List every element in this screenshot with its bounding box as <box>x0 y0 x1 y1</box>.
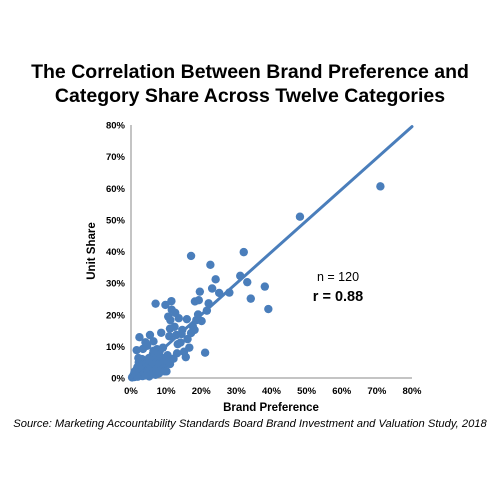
data-point <box>157 328 166 337</box>
x-tick-label: 60% <box>332 386 352 397</box>
data-point <box>243 277 252 287</box>
chart-axes <box>130 125 412 379</box>
chart-title-line-1: The Correlation Between Brand Preference… <box>31 61 469 83</box>
y-tick-label: 40% <box>106 247 126 258</box>
data-point <box>149 337 158 346</box>
x-tick-label: 30% <box>227 386 247 397</box>
y-tick-label: 0% <box>111 374 125 385</box>
trend-line <box>129 125 414 379</box>
y-tick-label: 70% <box>106 152 126 163</box>
y-tick-label: 60% <box>106 184 126 195</box>
data-point <box>264 304 273 314</box>
data-point <box>200 348 210 357</box>
source-note: Source: Marketing Accountability Standar… <box>13 418 487 430</box>
x-tick-label: 20% <box>192 386 212 397</box>
y-axis-label: Unit Share <box>86 222 98 280</box>
x-tick-label: 40% <box>262 386 282 397</box>
y-tick-labels: 0% 10% 20% 30% 40% 50% 60% 70% 80% <box>106 121 126 385</box>
data-point <box>134 353 143 363</box>
x-axis-label: Brand Preference <box>223 402 319 414</box>
data-point <box>206 260 215 269</box>
data-point <box>171 308 180 318</box>
data-point <box>176 338 185 347</box>
data-point <box>165 332 174 341</box>
data-point <box>135 333 144 342</box>
data-point <box>166 315 175 325</box>
annotation-n: n = 120 <box>317 270 359 284</box>
data-point <box>161 300 170 310</box>
chart-title: The Correlation Between Brand Preference… <box>0 60 500 108</box>
data-point <box>260 282 270 291</box>
y-tick-label: 30% <box>106 279 126 290</box>
chart-title-line-2: Category Share Across Twelve Categories <box>54 85 446 107</box>
data-point <box>211 275 220 284</box>
data-point <box>186 251 196 261</box>
y-tick-label: 50% <box>106 215 126 226</box>
data-point <box>167 296 176 306</box>
data-point <box>141 338 150 347</box>
data-point <box>151 299 160 308</box>
data-point <box>246 294 255 303</box>
x-tick-labels: 0% 10% 20% 30% 40% 50% 60% 70% 80% <box>124 386 422 397</box>
y-tick-label: 10% <box>106 342 126 353</box>
data-point <box>197 316 206 326</box>
x-tick-label: 0% <box>124 386 138 397</box>
data-point <box>295 212 305 221</box>
data-point <box>172 349 182 358</box>
data-point <box>182 314 192 324</box>
data-point <box>376 182 385 191</box>
data-point <box>132 345 141 355</box>
data-point <box>194 296 203 305</box>
x-tick-label: 70% <box>367 386 387 397</box>
x-tick-label: 10% <box>157 386 177 397</box>
data-point <box>195 287 205 296</box>
data-point <box>190 325 199 335</box>
data-point <box>239 247 248 257</box>
y-tick-label: 80% <box>106 121 126 132</box>
annotation-r: r = 0.88 <box>313 289 363 305</box>
y-tick-label: 20% <box>106 310 126 321</box>
x-tick-label: 50% <box>297 386 317 397</box>
x-tick-label: 80% <box>402 386 422 397</box>
data-point <box>145 330 155 340</box>
data-point <box>207 284 217 293</box>
data-point <box>170 322 179 331</box>
data-point <box>185 343 194 352</box>
data-point <box>162 367 171 376</box>
data-point <box>181 352 190 362</box>
data-point <box>149 346 158 356</box>
